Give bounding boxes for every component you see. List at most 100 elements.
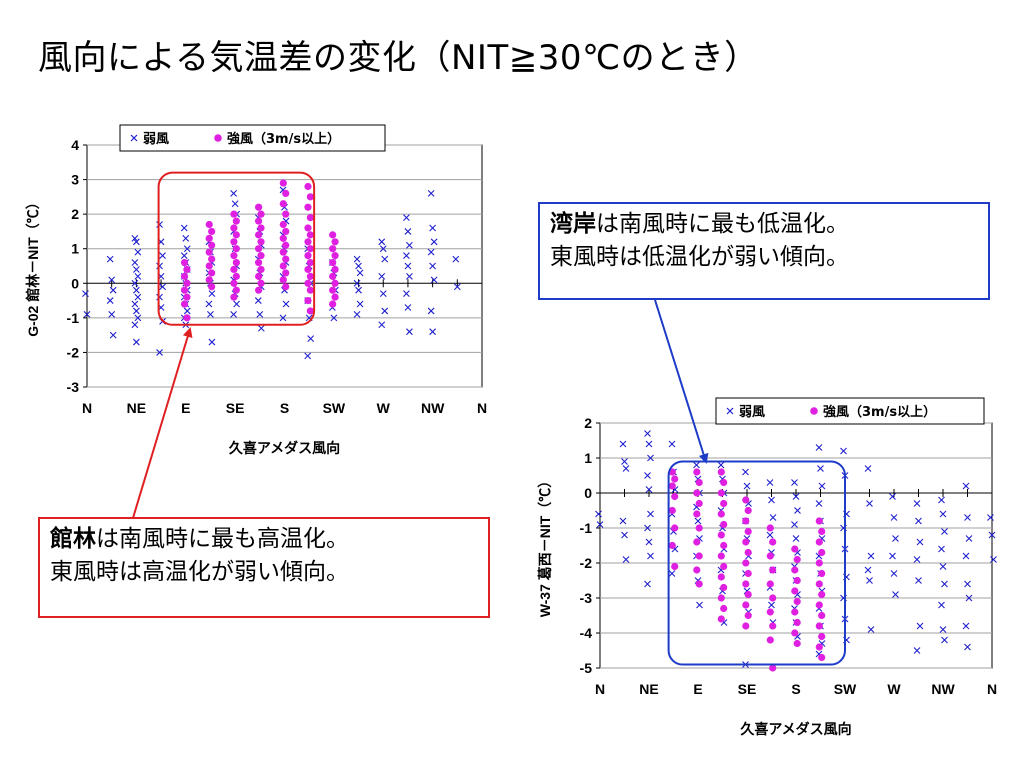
weak-wind-point [429,262,437,270]
weak-wind-point [864,566,872,574]
highlight-box [157,171,316,326]
weak-wind-point [990,556,997,563]
weak-wind-point [355,262,362,270]
weak-wind-point [406,328,413,336]
strong-wind-point [205,220,213,229]
x-tick-label: E [181,400,190,416]
legend-box [119,124,386,152]
strong-wind-point [282,189,290,197]
weak-wind-point [406,241,413,249]
weak-wind-point [644,524,651,532]
weak-wind-point [766,479,774,486]
strong-wind-point [717,468,725,476]
strong-wind-point [232,286,240,294]
strong-wind-point [282,283,290,291]
weak-wind-point [230,311,238,318]
strong-wind-point [744,590,752,599]
strong-wind-point [720,583,728,592]
weak-wind-point [183,245,191,253]
weak-wind-point [379,290,387,298]
x-tick-label: E [693,681,702,697]
strong-wind-point [282,255,290,263]
strong-wind-point [769,566,777,574]
legend-label-strong: 強風（3m/s以上） [823,404,936,420]
strong-wind-point [180,258,189,267]
strong-wind-point [818,548,826,557]
strong-wind-point [791,587,799,595]
strong-wind-point [720,604,728,613]
strong-wind-point [766,580,774,588]
callout-tatebayashi-line2: 東風時は高温化が弱い傾向。 [50,559,349,585]
weak-wind-point [208,338,216,346]
weak-wind-point [890,514,898,521]
strong-wind-point [671,524,679,532]
weak-wind-point [83,311,91,318]
strong-wind-point [766,608,774,616]
weak-wind-point [330,314,338,322]
strong-wind-point [331,252,339,260]
strong-wind-point [232,217,240,225]
weak-wind-point [159,252,166,260]
strong-wind-point [671,475,679,483]
strong-wind-point [717,531,725,539]
weak-wind-point [890,570,898,577]
weak-wind-point [453,283,461,291]
strong-wind-point [306,272,314,280]
strong-wind-point [282,227,290,236]
strong-wind-point [331,265,339,274]
weak-wind-point [962,622,970,630]
strong-wind-point [208,283,216,291]
strong-wind-point [769,594,777,602]
weak-wind-point [355,286,362,294]
y-tick-label: 1 [584,450,592,466]
weak-wind-point [403,290,410,298]
strong-wind-point [791,608,799,616]
weak-wind-point [159,283,166,291]
strong-wind-point [257,279,265,287]
weak-wind-point [694,517,702,525]
weak-wind-point [867,552,875,560]
strong-wind-point [304,224,312,232]
strong-wind-point [329,231,337,239]
y-tick-label: 1 [71,241,79,257]
weak-wind-point [941,636,948,644]
strong-wind-point [815,517,823,525]
x-tick-label: SW [834,681,857,697]
x-tick-label: S [791,681,800,697]
weak-wind-point [109,286,117,294]
strong-wind-point [693,489,701,497]
weak-wind-point [596,521,604,528]
strong-wind-point [695,478,703,487]
weak-wind-point [866,500,873,507]
weak-wind-point [279,314,287,322]
weak-wind-point [889,552,896,560]
strong-wind-point [306,258,314,267]
weak-wind-point [645,486,653,493]
weak-wind-point [233,300,241,308]
weak-wind-point [696,601,703,609]
strong-wind-point [306,286,314,294]
legend: 弱風 強風（3m/s以上） [715,397,985,425]
strong-wind-point [306,245,314,253]
strong-wind-point [255,245,263,253]
weak-wind-point [645,440,653,448]
weak-wind-point [256,311,264,318]
strong-wind-point [815,538,823,546]
strong-wind-point [671,492,679,501]
strong-wind-point [282,241,290,249]
weak-wind-point [889,493,896,500]
weak-wind-point [381,255,389,263]
weak-wind-point [404,304,412,311]
strong-wind-point [717,510,725,518]
strong-wind-point [717,573,725,581]
y-tick-label: -3 [67,379,80,395]
strong-wind-point [331,293,339,301]
weak-wind-point [913,556,921,563]
weak-wind-point [134,293,142,301]
weak-wind-point [132,266,140,273]
strong-wind-point [742,580,750,588]
strong-wind-point [208,227,216,236]
weak-wind-point [938,601,945,609]
strong-wind-point [720,520,728,529]
strong-wind-point [205,234,213,242]
